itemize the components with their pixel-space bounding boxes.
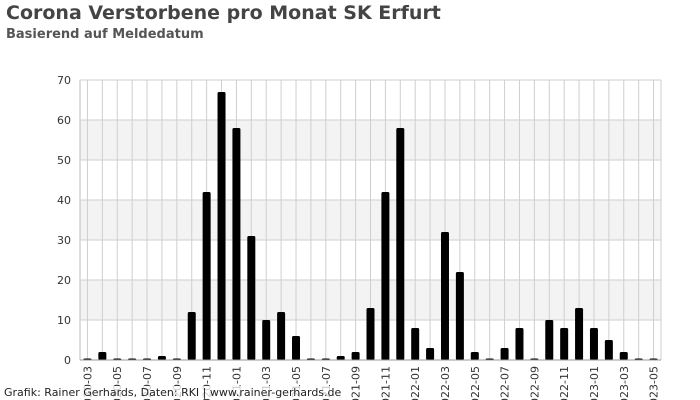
y-tick-label: 20 bbox=[57, 274, 71, 287]
bar bbox=[470, 352, 479, 360]
bar bbox=[619, 352, 628, 360]
bar bbox=[336, 356, 345, 360]
bar bbox=[411, 328, 420, 360]
bar bbox=[351, 352, 360, 360]
x-tick-label: 2021-09 bbox=[350, 366, 363, 400]
x-tick-label: 2023-05 bbox=[648, 366, 661, 400]
y-tick-label: 10 bbox=[57, 314, 71, 327]
y-axis-tick-labels: 0 10 20 30 40 50 60 70 bbox=[57, 74, 71, 367]
chart-subtitle: Basierend auf Meldedatum bbox=[6, 27, 204, 42]
y-tick-label: 70 bbox=[57, 74, 71, 87]
bar bbox=[515, 328, 524, 360]
y-tick-label: 60 bbox=[57, 114, 71, 127]
bar bbox=[277, 312, 286, 360]
bar bbox=[560, 328, 569, 360]
bar bbox=[440, 232, 449, 360]
x-tick-label: 2021-11 bbox=[379, 366, 392, 400]
x-tick-label: 2023-03 bbox=[618, 366, 631, 400]
chart-title: Corona Verstorbene pro Monat SK Erfurt bbox=[6, 2, 441, 24]
bars bbox=[83, 92, 658, 360]
x-tick-label: 2022-07 bbox=[499, 366, 512, 400]
bar bbox=[232, 128, 241, 360]
bar bbox=[589, 328, 598, 360]
bar bbox=[187, 312, 196, 360]
bar bbox=[98, 352, 107, 360]
bar bbox=[262, 320, 271, 360]
y-tick-label: 0 bbox=[64, 354, 71, 367]
bar bbox=[381, 192, 390, 360]
x-tick-label: 2022-11 bbox=[558, 366, 571, 400]
x-tick-label: 2023-01 bbox=[588, 366, 601, 400]
y-tick-label: 40 bbox=[57, 194, 71, 207]
bar bbox=[366, 308, 375, 360]
bar bbox=[202, 192, 211, 360]
bar bbox=[545, 320, 554, 360]
bar bbox=[217, 92, 226, 360]
bar bbox=[247, 236, 256, 360]
bar bbox=[455, 272, 464, 360]
bar bbox=[575, 308, 584, 360]
credit-footer: Grafik: Rainer Gerhards, Daten: RKI | ww… bbox=[4, 386, 342, 399]
bar bbox=[292, 336, 301, 360]
x-tick-label: 2022-03 bbox=[439, 366, 452, 400]
y-tick-label: 50 bbox=[57, 154, 71, 167]
y-tick-label: 30 bbox=[57, 234, 71, 247]
bar bbox=[604, 340, 613, 360]
bar bbox=[426, 348, 435, 360]
x-tick-label: 2022-09 bbox=[528, 366, 541, 400]
x-tick-label: 2022-01 bbox=[409, 366, 422, 400]
bar bbox=[500, 348, 509, 360]
bar bbox=[396, 128, 405, 360]
bar bbox=[157, 356, 166, 360]
x-tick-label: 2022-05 bbox=[469, 366, 482, 400]
